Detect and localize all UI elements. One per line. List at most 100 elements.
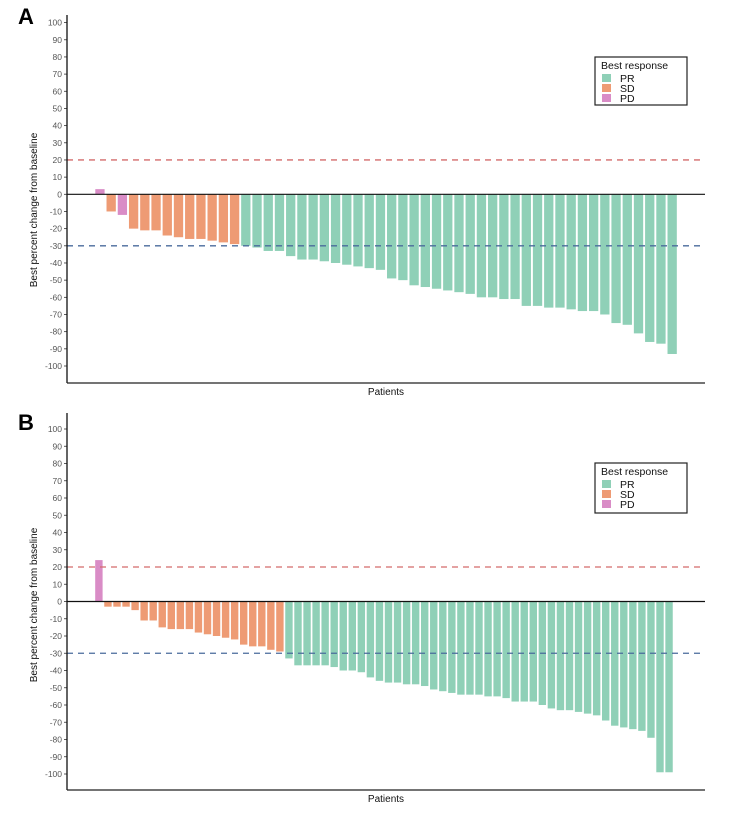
panel-label: B: [18, 410, 34, 435]
y-tick-label: 10: [53, 172, 63, 182]
bar-pr: [409, 194, 419, 286]
bar-pr: [297, 194, 307, 260]
bar-pr: [286, 194, 296, 257]
y-tick-label: 20: [53, 562, 63, 572]
bar-pr: [544, 194, 554, 308]
y-tick-label: -100: [45, 361, 62, 371]
bar-pr: [319, 194, 329, 262]
y-tick-label: -30: [50, 241, 63, 251]
bar-sd: [140, 194, 150, 231]
y-tick-label: -40: [50, 666, 63, 676]
x-axis-title: Patients: [368, 794, 404, 805]
bar-pr: [532, 194, 543, 306]
legend-swatch-sd: [602, 84, 611, 92]
bar-pr: [375, 194, 386, 270]
y-tick-label: -20: [50, 224, 63, 234]
legend-label-pr: PR: [620, 73, 635, 85]
y-tick-label: 100: [48, 18, 62, 28]
y-tick-label: 40: [53, 121, 63, 131]
bar-pr: [611, 194, 621, 324]
bar-pr: [611, 601, 619, 726]
bar-pr: [511, 601, 519, 702]
legend-swatch-pd: [602, 94, 611, 102]
bar-pr: [294, 601, 302, 666]
bar-sd: [113, 601, 121, 607]
bar-pr: [566, 194, 576, 310]
chart-panel-b: B 1009080706050403020100-10-20-30-40-50-6…: [18, 410, 705, 805]
bar-sd: [167, 601, 175, 630]
legend-swatch-pd: [602, 500, 611, 508]
y-tick-label: -10: [50, 206, 63, 216]
bar-sd: [162, 194, 172, 236]
bar-pr: [411, 601, 420, 685]
bar-pr: [499, 194, 509, 300]
bar-pd: [95, 560, 103, 602]
bar-pr: [454, 194, 464, 293]
bar-pr: [375, 601, 384, 681]
y-tick-label: 70: [53, 476, 63, 486]
bar-pr: [366, 601, 375, 678]
bars: [95, 560, 673, 773]
bar-pr: [353, 194, 363, 267]
bar-sd: [176, 601, 185, 630]
bar-pr: [556, 601, 565, 711]
bar-sd: [131, 601, 139, 611]
y-tick-label: -40: [50, 258, 63, 268]
bar-pr: [457, 601, 465, 695]
y-tick-label: 90: [53, 35, 63, 45]
y-tick-label: -60: [50, 292, 63, 302]
bar-pr: [620, 601, 628, 728]
y-tick-label: -50: [50, 275, 63, 285]
bar-pr: [330, 601, 338, 668]
bar-sd: [185, 194, 195, 239]
bar-pd: [95, 189, 105, 195]
bar-pr: [588, 194, 599, 312]
bar-sd: [221, 601, 230, 638]
bar-pr: [475, 601, 483, 695]
bar-pr: [342, 194, 352, 265]
bar-sd: [122, 601, 130, 607]
legend-label-sd: SD: [620, 489, 635, 501]
bar-pr: [357, 601, 366, 673]
bar-sd: [267, 601, 275, 650]
bar-pr: [574, 601, 583, 712]
bar-pr: [431, 194, 442, 289]
y-axis-title: Best percent change from baseline: [29, 527, 40, 682]
y-tick-label: 100: [48, 424, 62, 434]
y-tick-label: 50: [53, 103, 63, 113]
bar-pr: [402, 601, 411, 685]
bar-pr: [393, 601, 402, 683]
bar-pr: [364, 194, 374, 269]
bar-pr: [312, 601, 320, 666]
bar-pr: [252, 194, 262, 248]
y-tick-label: 60: [53, 493, 63, 503]
bar-pr: [339, 601, 347, 671]
y-tick-label: -50: [50, 683, 63, 693]
bar-pr: [645, 194, 655, 342]
y-axis-title: Best percent change from baseline: [29, 132, 40, 287]
y-tick-label: -90: [50, 344, 63, 354]
legend-swatch-pr: [602, 480, 611, 488]
bar-pr: [633, 194, 644, 334]
y-tick-label: 0: [57, 597, 62, 607]
bar-sd: [207, 194, 217, 241]
bar-pr: [555, 194, 565, 308]
bar-sd: [106, 194, 116, 212]
bar-pr: [602, 601, 610, 721]
bar-pr: [520, 601, 528, 702]
bar-pr: [321, 601, 329, 666]
bar-pr: [565, 601, 574, 711]
bar-pr: [443, 194, 453, 291]
bar-pd: [117, 194, 128, 215]
bar-pr: [667, 194, 677, 354]
bar-pr: [448, 601, 456, 693]
bar-sd: [249, 601, 257, 647]
bar-pr: [547, 601, 556, 709]
bar-sd: [151, 194, 161, 231]
bar-sd: [196, 194, 206, 239]
bar-pr: [420, 194, 430, 288]
bar-sd: [258, 601, 266, 647]
bar-pr: [430, 601, 438, 690]
